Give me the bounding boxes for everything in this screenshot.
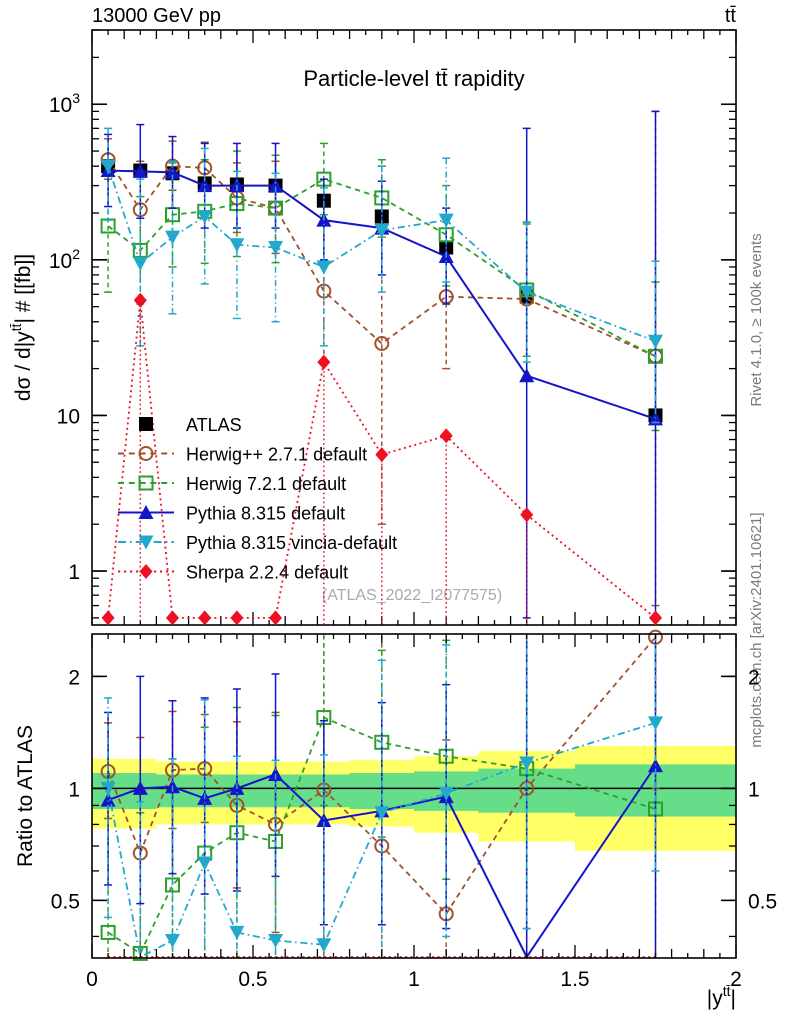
data-marker — [317, 354, 331, 370]
data-marker — [101, 610, 115, 626]
data-marker — [519, 756, 535, 771]
plot-title: Particle-level tt̄ rapidity — [303, 66, 524, 91]
y-tick-label: 1 — [68, 778, 80, 801]
data-marker — [520, 507, 534, 523]
data-marker — [519, 285, 535, 300]
data-marker — [100, 781, 116, 796]
legend-label: Sherpa 2.2.4 default — [186, 563, 348, 583]
y-tick-label-right: 1 — [748, 778, 760, 801]
data-marker — [138, 535, 154, 550]
data-marker — [375, 447, 389, 463]
data-marker — [100, 159, 116, 174]
data-marker — [138, 505, 154, 519]
series-sherpa-2-2-4-default — [101, 292, 662, 626]
legend-label: ATLAS — [186, 415, 242, 435]
data-marker — [229, 238, 245, 253]
y-tick-label: 2 — [68, 666, 80, 689]
legend-label: Pythia 8.315 default — [186, 504, 345, 524]
data-marker — [316, 938, 332, 953]
series-line — [107, 636, 657, 916]
data-marker — [100, 924, 116, 940]
legend-entry-sherpa-2-2-4-default[interactable]: Sherpa 2.2.4 default — [118, 563, 348, 583]
data-marker — [139, 564, 153, 579]
legend-entry-pythia-8-315-vincia-default[interactable]: Pythia 8.315 vincia-default — [118, 533, 397, 553]
data-marker — [132, 256, 148, 271]
y-tick-label-right: 2 — [748, 666, 760, 689]
data-marker — [165, 877, 180, 893]
data-marker — [100, 792, 116, 807]
data-marker — [316, 260, 332, 275]
data-marker — [269, 610, 283, 626]
data-marker — [133, 292, 147, 308]
x-tick-label: 1.5 — [560, 968, 589, 991]
data-marker — [197, 856, 213, 871]
data-marker — [165, 230, 180, 245]
data-marker — [268, 934, 284, 949]
x-tick-label: 1 — [408, 968, 420, 991]
legend-entry-herwig-7-2-1-default[interactable]: Herwig 7.2.1 default — [118, 474, 346, 494]
legend-label: Pythia 8.315 vincia-default — [186, 533, 397, 553]
data-marker — [374, 806, 390, 821]
data-marker — [139, 417, 153, 431]
series-line — [107, 722, 656, 959]
data-marker — [439, 428, 453, 444]
data-marker — [648, 716, 663, 731]
data-marker — [316, 812, 332, 827]
series-pythia-8-315-vincia-default — [100, 127, 663, 424]
analysis-watermark: (ATLAS_2022_I2077575) — [322, 587, 502, 604]
mcplots-source-label: mcplots.cern.ch [arXiv:2401.10621] — [748, 512, 765, 747]
data-marker — [229, 925, 245, 940]
x-tick-label: 2 — [730, 968, 742, 991]
data-marker — [197, 209, 213, 224]
data-marker — [138, 475, 154, 491]
legend: ATLAS Herwig++ 2.7.1 default Herwig 7.2.1 … — [118, 415, 397, 583]
data-marker — [268, 178, 284, 193]
ratio-panel: 0 0.5 1 1.5 2 0.5 0.5 1 1 2 2 — [51, 629, 777, 991]
data-marker — [165, 164, 180, 179]
legend-entry-herwig-2-7-1-default[interactable]: Herwig++ 2.7.1 default — [118, 445, 367, 465]
data-marker — [649, 610, 662, 626]
rivet-version-label: Rivet 4.1.0, ≥ 100k events — [748, 233, 765, 406]
data-marker — [374, 223, 390, 238]
data-marker — [438, 213, 454, 228]
beam-energy-label: 13000 GeV pp — [92, 5, 221, 27]
data-marker — [165, 934, 180, 949]
series-line — [107, 165, 656, 343]
legend-entry-pythia-8-315-default[interactable]: Pythia 8.315 default — [118, 504, 345, 524]
data-marker — [132, 780, 148, 795]
y-tick-label: 0.5 — [51, 890, 80, 913]
series-line — [107, 178, 656, 358]
data-marker — [230, 610, 244, 626]
data-marker — [138, 446, 154, 461]
legend-label: Herwig++ 2.7.1 default — [186, 445, 367, 465]
x-axis-label: |ytt̄| — [707, 983, 736, 1010]
y-tick-label: 10 — [57, 405, 80, 428]
x-tick-label: 0.5 — [238, 968, 267, 991]
y-tick-label: 1 — [68, 561, 80, 584]
data-marker — [166, 610, 179, 626]
uncertainty-band-inner — [92, 764, 736, 817]
data-marker — [374, 335, 390, 351]
data-marker — [132, 163, 148, 178]
x-tick-label: 0 — [86, 968, 98, 991]
y-tick-label-right: 0.5 — [748, 890, 777, 913]
process-label: tt̄ — [725, 5, 737, 27]
legend-label: Herwig 7.2.1 default — [186, 474, 346, 494]
data-marker — [198, 610, 212, 626]
data-marker — [438, 786, 454, 801]
ratio-y-axis-label: Ratio to ATLAS — [14, 725, 37, 867]
data-marker — [648, 334, 663, 349]
ratio-series-pythia-8-315-vincia-default — [100, 635, 663, 959]
data-marker — [268, 241, 284, 256]
data-marker — [519, 368, 535, 383]
legend-entry-atlas[interactable]: ATLAS — [139, 415, 242, 435]
